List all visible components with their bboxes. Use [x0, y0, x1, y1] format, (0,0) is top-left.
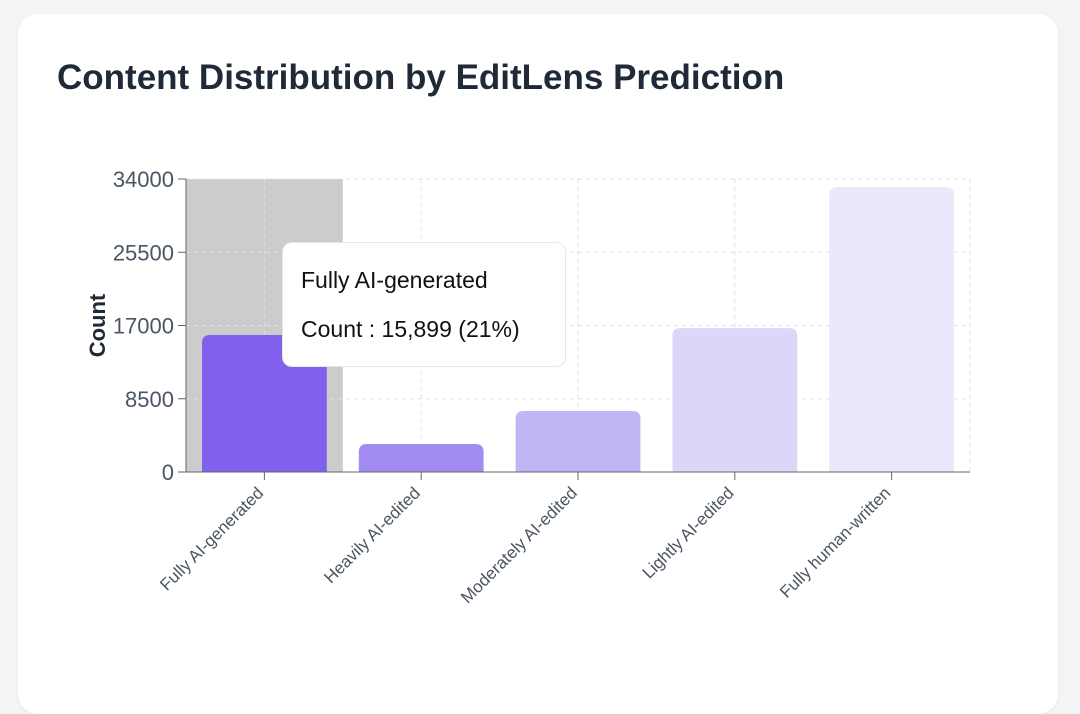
tooltip-value: Count : 15,899 (21%) — [301, 316, 520, 342]
tooltip-title: Fully AI-generated — [301, 267, 488, 293]
y-axis-title: Count — [85, 293, 110, 357]
y-tick-label: 0 — [162, 460, 174, 485]
x-tick-label: Moderately AI-edited — [457, 483, 581, 607]
tooltip: Fully AI-generated Count : 15,899 (21%) — [282, 242, 566, 367]
y-tick-label: 25500 — [113, 240, 174, 265]
bar — [829, 187, 954, 472]
x-tick-label: Lightly AI-edited — [639, 483, 738, 582]
chart-title: Content Distribution by EditLens Predict… — [57, 58, 785, 97]
y-tick-label: 34000 — [113, 167, 174, 192]
x-tick-label: Fully AI-generated — [156, 483, 267, 594]
x-tick-label: Heavily AI-edited — [320, 483, 424, 587]
bar — [515, 410, 641, 472]
bar-chart: 0 8500 17000 25500 34000 Fully AI-generated He… — [85, 167, 971, 607]
bar — [672, 328, 798, 472]
y-tick-label: 8500 — [125, 387, 174, 412]
bar — [358, 443, 484, 472]
y-tick-label: 17000 — [113, 314, 174, 339]
x-tick-label: Fully human-written — [776, 483, 894, 601]
bar — [202, 334, 327, 472]
